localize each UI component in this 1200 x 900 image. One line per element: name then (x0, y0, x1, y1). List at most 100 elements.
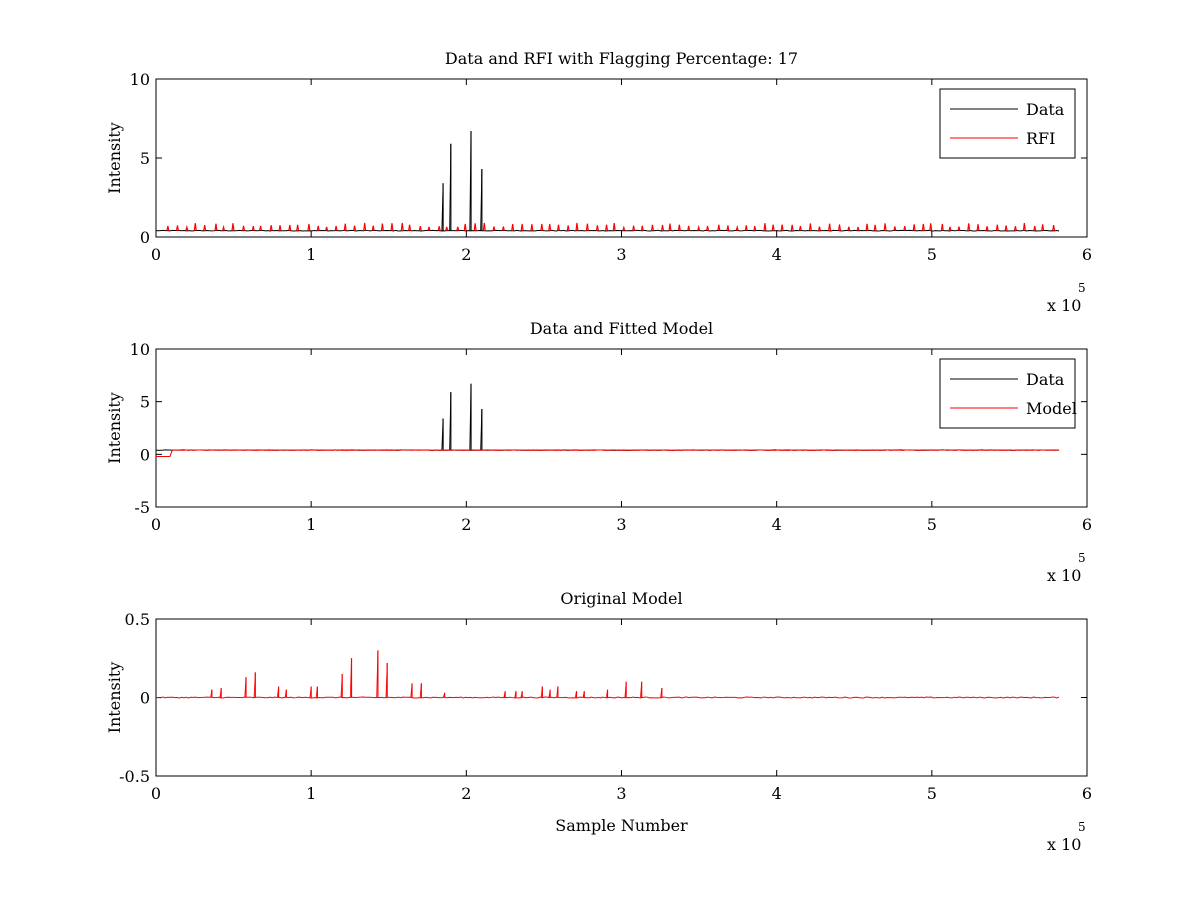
series-rfi (790, 224, 794, 231)
series-rfi (296, 224, 300, 231)
series-rfi (735, 224, 739, 231)
series-rfi (985, 226, 989, 231)
chart-title: Data and RFI with Flagging Percentage: 1… (445, 49, 798, 68)
series-model-trace-spike-edge (442, 692, 445, 698)
series-rfi (605, 224, 609, 231)
axes-box (155, 78, 1088, 238)
y-axis-label: Intensity (105, 662, 124, 734)
x-tick-label: 6 (1082, 245, 1092, 264)
series-rfi (717, 224, 721, 231)
x-exponent-power: 5 (1078, 820, 1086, 834)
series-model-trace-spike-edge (276, 686, 279, 698)
legend: Data Model (939, 358, 1077, 429)
x-axis-label: Sample Number (555, 816, 688, 835)
series-rfi (427, 226, 431, 231)
series-rfi (828, 223, 832, 231)
series-rfi (883, 223, 887, 231)
series-rfi (1033, 225, 1037, 231)
y-tick-label: 0.5 (125, 610, 150, 629)
x-tick-label: 2 (461, 245, 471, 264)
series-rfi (456, 226, 460, 231)
series-rfi (903, 226, 907, 231)
x-tick-label: 5 (927, 245, 937, 264)
series-data (156, 229, 1060, 232)
series-rfi (967, 223, 971, 231)
series-rfi (847, 226, 851, 231)
series-rfi (222, 224, 226, 231)
series-rfi (548, 223, 552, 231)
series-rfi (353, 225, 357, 231)
series-rfi (390, 223, 394, 231)
series-rfi (1022, 223, 1026, 231)
x-tick-label: 4 (772, 245, 782, 264)
series-rfi (612, 222, 616, 231)
series-rfi (334, 225, 338, 231)
series-rfi (288, 224, 292, 231)
y-tick-label: 10 (130, 340, 150, 359)
x-tick-label: 3 (616, 784, 626, 803)
series-rfi (837, 224, 842, 231)
plot-area (156, 650, 1060, 699)
series-model-trace-spike-edge (284, 689, 287, 698)
series-rfi (343, 223, 347, 231)
series-rfi (278, 225, 282, 231)
series-rfi (873, 224, 877, 231)
series-rfi (940, 223, 944, 231)
series-rfi (929, 223, 933, 231)
series-rfi (325, 226, 329, 231)
series-data-spike-edge (469, 383, 472, 451)
series-rfi (437, 226, 441, 231)
series-rfi (501, 226, 505, 231)
series-rfi (1052, 225, 1056, 231)
series-data-spike-edge (441, 418, 444, 451)
series-data-spike-edge (469, 131, 472, 231)
series-rfi (556, 224, 561, 231)
series-rfi (957, 226, 961, 231)
x-tick-label: 1 (306, 515, 316, 534)
x-tick-label: 0 (151, 515, 161, 534)
series-model-trace-spike-edge (520, 691, 523, 698)
series-model-trace-spike-edge (640, 681, 643, 698)
series-data-spike-edge (480, 169, 483, 231)
series-model (156, 449, 1060, 457)
series-model-trace-spike-edge (503, 691, 506, 698)
series-rfi (744, 225, 748, 231)
subplot-1: 0 1 2 3 4 5 6 0 5 10 Data and RFI with Flagging Pe… (105, 49, 1092, 315)
y-tick-label: -0.5 (119, 767, 150, 786)
series-rfi (530, 224, 534, 231)
x-exponent-prefix: x 10 (1047, 835, 1081, 854)
x-exponent-power: 5 (1078, 281, 1086, 295)
series-rfi (242, 225, 246, 231)
series-model-trace-spike-edge (582, 691, 585, 698)
series-rfi (976, 224, 980, 231)
legend-box (939, 358, 1076, 429)
y-tick-label: 0 (140, 689, 150, 708)
axes-box (155, 348, 1088, 508)
series-rfi (418, 226, 422, 231)
series-rfi (640, 225, 644, 231)
series-model-trace-spike-edge (219, 688, 222, 698)
series-model-trace-spike-edge (410, 683, 413, 698)
x-tick-label: 5 (927, 515, 937, 534)
series-rfi (1013, 226, 1017, 231)
x-tick-label: 0 (151, 245, 161, 264)
x-tick-label: 6 (1082, 784, 1092, 803)
series-rfi (511, 224, 515, 231)
chart-title: Original Model (560, 589, 682, 608)
legend-label: Data (1026, 100, 1065, 119)
series-data-spike-edge (449, 143, 452, 231)
y-tick-label: -5 (134, 498, 150, 517)
series-model-trace-spike-edge (574, 691, 577, 698)
series-rfi (363, 222, 367, 231)
series-rfi (865, 223, 869, 231)
series-model-trace-spike-edge (340, 673, 343, 698)
series-model-trace-spike-edge (315, 686, 318, 698)
series-model-trace-spike-edge (624, 681, 627, 698)
y-tick-label: 5 (140, 149, 150, 168)
series-rfi (687, 225, 691, 231)
x-tick-label: 1 (306, 245, 316, 264)
series-data-spike-edge (480, 409, 483, 451)
series-rfi (856, 226, 860, 231)
legend-box (939, 88, 1076, 159)
